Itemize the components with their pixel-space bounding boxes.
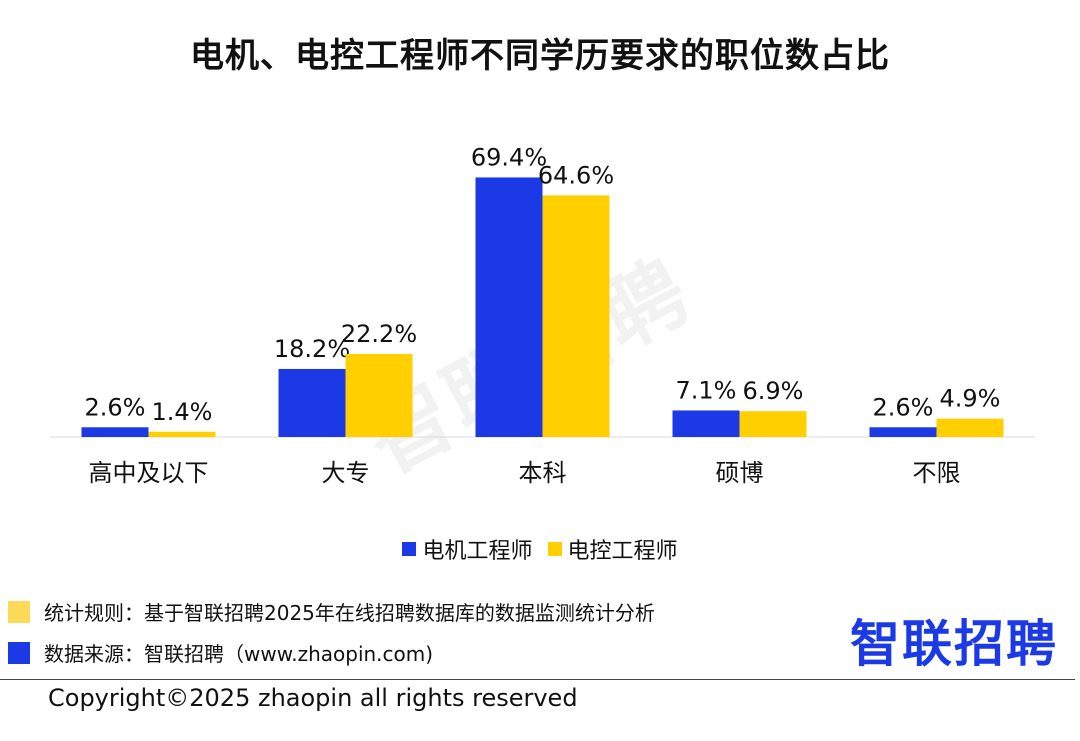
data-label-motor-4: 2.6%	[873, 393, 934, 421]
bar-motor-2	[475, 177, 543, 437]
category-label-1: 大专	[322, 459, 370, 487]
data-label-control-2: 64.6%	[538, 161, 614, 189]
data-label-control-3: 6.9%	[743, 377, 804, 405]
legend-label-series-1: 电机工程师	[422, 539, 533, 564]
data-label-control-4: 4.9%	[940, 385, 1001, 413]
chart-title: 电机、电控工程师不同学历要求的职位数占比	[190, 36, 890, 76]
data-label-motor-3: 7.1%	[676, 376, 737, 404]
note-marker-yellow	[8, 600, 30, 623]
legend-item-series-2: 电控工程师	[547, 533, 678, 565]
data-label-motor-2: 69.4%	[471, 143, 547, 171]
legend-item-series-1: 电机工程师	[402, 533, 533, 565]
category-label-4: 不限	[913, 459, 961, 487]
note-statistics-rule: 统计规则：基于智联招聘2025年在线招聘数据库的数据监测统计分析	[8, 597, 655, 626]
bar-control-2	[542, 195, 610, 437]
note-marker-blue	[8, 641, 30, 664]
copyright-text: Copyright©2025 zhaopin all rights reserv…	[48, 684, 578, 712]
note-rule-text: 统计规则：基于智联招聘2025年在线招聘数据库的数据监测统计分析	[44, 601, 655, 625]
data-label-motor-0: 2.6%	[85, 393, 146, 421]
bar-motor-1	[278, 368, 346, 437]
bar-motor-4	[869, 427, 937, 437]
bar-control-3	[739, 411, 807, 437]
note-data-source: 数据来源：智联招聘（www.zhaopin.com)	[8, 638, 433, 667]
bar-control-0	[148, 431, 216, 437]
legend: 电机工程师 电控工程师	[0, 533, 1080, 565]
legend-swatch-series-1	[402, 542, 417, 556]
zhaopin-logo: 智联招聘	[850, 615, 1058, 673]
footer-divider	[0, 679, 1075, 680]
bar-chart: 2.6% 1.4%高中及以下18.2%22.2%大专69.4%64.6%本科7.1…	[50, 143, 1035, 487]
legend-label-series-2: 电控工程师	[567, 539, 678, 564]
category-label-0: 高中及以下	[89, 459, 209, 487]
data-label-control-0: 1.4%	[152, 398, 213, 426]
data-label-control-1: 22.2%	[341, 320, 417, 348]
bar-control-1	[345, 353, 413, 437]
category-label-3: 硕博	[716, 459, 764, 487]
bar-control-4	[936, 418, 1004, 437]
note-source-text: 数据来源：智联招聘（www.zhaopin.com)	[44, 642, 434, 666]
bar-motor-3	[672, 410, 740, 437]
bar-motor-0	[81, 427, 149, 437]
data-label-motor-1: 18.2%	[274, 335, 350, 363]
category-label-2: 本科	[519, 459, 567, 487]
legend-swatch-series-2	[547, 542, 562, 556]
